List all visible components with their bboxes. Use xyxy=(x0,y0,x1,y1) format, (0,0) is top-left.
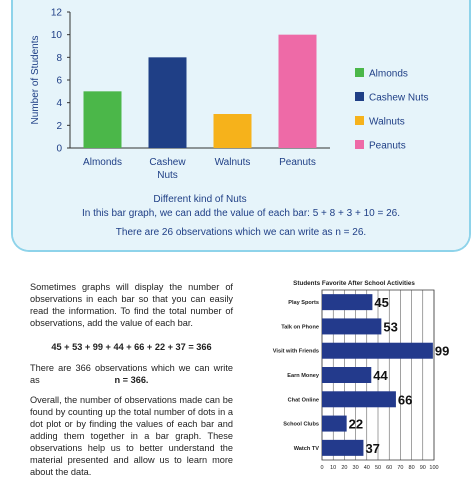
bar-play-sports xyxy=(322,294,373,311)
x-tick-label: Peanuts xyxy=(279,157,316,168)
y-tick-label: 4 xyxy=(56,98,62,109)
y-tick-label: Watch TV xyxy=(294,446,320,452)
x-tick-label: 50 xyxy=(375,465,381,471)
y-tick-label: Play Sports xyxy=(288,300,319,306)
y-tick-label: 6 xyxy=(56,76,62,87)
y-tick-label: Visit with Friends xyxy=(273,349,319,355)
bar-peanuts xyxy=(278,34,317,148)
x-tick-label: 90 xyxy=(420,465,426,471)
y-tick-label: Earn Money xyxy=(287,373,320,379)
legend-entry: Cashew Nuts xyxy=(369,93,428,104)
bar-school-clubs xyxy=(322,415,347,432)
bar-watch-tv xyxy=(322,439,364,456)
bar-cashew-nuts xyxy=(148,57,187,149)
x-axis-label: Different kind of Nuts xyxy=(153,194,246,205)
y-tick-label: School Clubs xyxy=(283,422,319,428)
sum-equation: 45 + 53 + 99 + 44 + 66 + 22 + 37 = 366 xyxy=(51,342,212,352)
bar-almonds xyxy=(83,91,122,148)
y-tick-label: Chat Online xyxy=(288,397,319,403)
y-axis-label: Number of Students xyxy=(30,36,41,125)
data-label: 45 xyxy=(374,295,388,310)
y-tick-label: 10 xyxy=(51,30,63,41)
legend-swatch xyxy=(355,140,364,149)
x-tick-label: 40 xyxy=(364,465,370,471)
y-tick-label: 0 xyxy=(56,144,62,155)
data-label: 66 xyxy=(398,392,412,407)
y-tick-label: 12 xyxy=(51,8,63,19)
activities-bar-chart: Students Favorite After School Activitie… xyxy=(273,280,450,471)
x-tick-label: 60 xyxy=(386,465,392,471)
x-tick-label: Cashew xyxy=(149,157,186,168)
caption-observations: There are 26 observations which we can w… xyxy=(115,227,367,238)
x-tick-label: 20 xyxy=(341,465,347,471)
data-label: 53 xyxy=(383,319,397,334)
paragraph-intro: Sometimes graphs will display the number… xyxy=(30,282,233,328)
legend-entry: Walnuts xyxy=(369,117,405,128)
paragraph-overall: Overall, the number of observations made… xyxy=(30,395,233,477)
bar-walnuts xyxy=(213,114,252,148)
x-tick-label: 100 xyxy=(429,465,438,471)
x-tick-label: 0 xyxy=(320,465,323,471)
y-tick-label: 2 xyxy=(56,121,62,132)
legend-entry: Almonds xyxy=(369,69,408,80)
x-tick-label: 70 xyxy=(397,465,403,471)
data-label: 99 xyxy=(435,344,449,359)
bar-earn-money xyxy=(322,367,372,383)
x-tick-label: 80 xyxy=(409,465,415,471)
data-label: 44 xyxy=(373,368,388,383)
legend-swatch xyxy=(355,68,364,77)
nuts-bar-chart: Number of Students Different kind of Nut… xyxy=(30,8,428,206)
bar-talk-on-phone xyxy=(322,318,382,335)
y-tick-label: 8 xyxy=(56,53,62,64)
y-tick-label: Talk on Phone xyxy=(281,324,319,330)
x-tick-label: 10 xyxy=(330,465,336,471)
x-tick-label: 30 xyxy=(353,465,359,471)
x-tick-label: Nuts xyxy=(157,170,178,181)
data-label: 22 xyxy=(349,417,363,432)
bar-chat-online xyxy=(322,391,396,408)
x-tick-label: Almonds xyxy=(83,157,122,168)
chart-title: Students Favorite After School Activitie… xyxy=(293,280,415,287)
paragraph-observations: There are 366 observations which we can … xyxy=(30,363,233,385)
x-tick-label: Walnuts xyxy=(215,157,251,168)
bar-visit-with-friends xyxy=(322,342,433,359)
legend-entry: Peanuts xyxy=(369,141,406,152)
legend-swatch xyxy=(355,116,364,125)
caption-sum: In this bar graph, we can add the value … xyxy=(82,208,400,219)
n-value: n = 366. xyxy=(114,375,149,385)
legend-swatch xyxy=(355,92,364,101)
data-label: 37 xyxy=(365,441,379,456)
